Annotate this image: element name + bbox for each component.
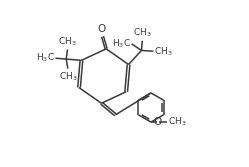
Text: H$_3$C: H$_3$C — [36, 52, 55, 64]
Text: CH$_3$: CH$_3$ — [133, 27, 152, 39]
Text: CH$_3$: CH$_3$ — [58, 35, 77, 48]
Text: O: O — [153, 117, 161, 127]
Text: CH$_3$: CH$_3$ — [168, 116, 187, 128]
Text: CH$_3$: CH$_3$ — [59, 70, 77, 83]
Text: CH$_3$: CH$_3$ — [154, 45, 173, 57]
Text: O: O — [97, 24, 105, 34]
Text: H$_3$C: H$_3$C — [112, 38, 131, 50]
